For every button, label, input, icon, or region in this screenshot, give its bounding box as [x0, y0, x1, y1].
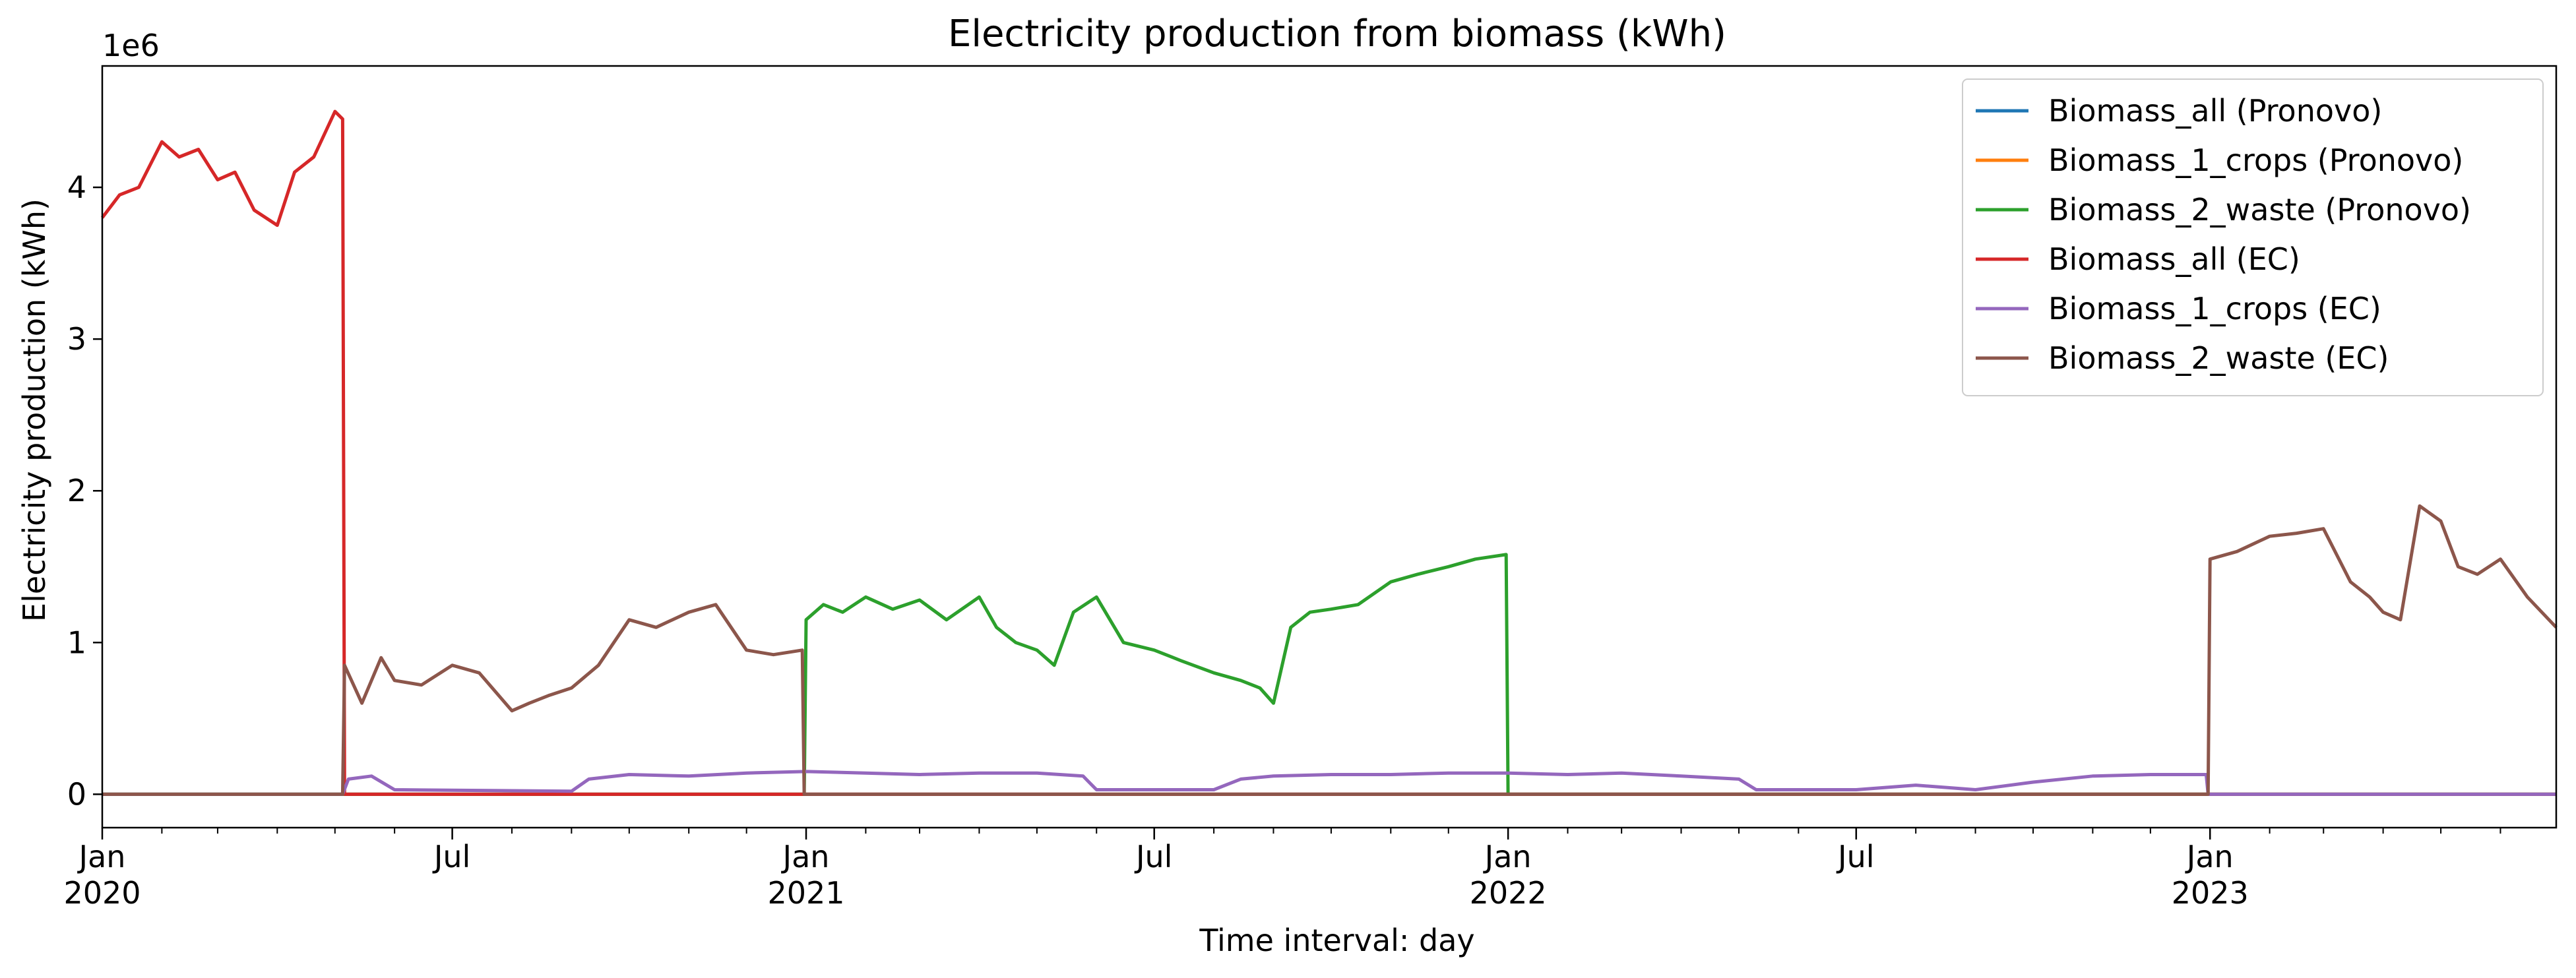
legend: Biomass_all (Pronovo) Biomass_1_crops (Pr…: [1962, 78, 2544, 396]
x-tick-label-month: Jul: [1836, 839, 1875, 874]
x-tick-label-year: 2022: [1470, 875, 1547, 911]
series-line-3: [101, 109, 2556, 796]
x-axis-label: Time interval: day: [1199, 923, 1474, 958]
x-tick-label-year: 2020: [63, 875, 141, 911]
x-tick-label-month: Jul: [1134, 839, 1173, 874]
series-line-4: [102, 770, 2556, 796]
y-tick-label: 1: [67, 625, 86, 660]
x-tick-label-year: 2023: [2172, 875, 2249, 911]
y-offset-label: 1e6: [102, 28, 160, 63]
y-tick-label: 4: [67, 169, 86, 205]
legend-label-2: Biomass_2_waste (Pronovo): [2048, 192, 2471, 228]
legend-label-0: Biomass_all (Pronovo): [2048, 93, 2382, 129]
x-tick-label-month: Jul: [432, 839, 471, 874]
series-line-2: [102, 553, 2556, 796]
x-tick-label-month: Jan: [1483, 839, 1532, 874]
series-line-5: [102, 504, 2558, 796]
y-axis-label: Electricity production (kWh): [16, 199, 52, 622]
legend-label-1: Biomass_1_crops (Pronovo): [2048, 142, 2463, 178]
x-tick-label-month: Jan: [77, 839, 126, 874]
x-tick-label-month: Jan: [2185, 839, 2234, 874]
plot-frame: [101, 65, 2558, 829]
y-tick-label: 0: [67, 776, 86, 812]
legend-label-4: Biomass_1_crops (EC): [2048, 291, 2381, 326]
y-tick-label: 2: [67, 473, 86, 508]
x-tick-label-year: 2021: [767, 875, 844, 911]
legend-label-5: Biomass_2_waste (EC): [2048, 340, 2389, 376]
chart-title: Electricity production from biomass (kWh…: [948, 13, 1726, 55]
y-tick-label: 3: [67, 321, 86, 357]
legend-box: [1962, 78, 2544, 396]
x-tick-label-month: Jan: [781, 839, 830, 874]
legend-label-3: Biomass_all (EC): [2048, 241, 2300, 277]
